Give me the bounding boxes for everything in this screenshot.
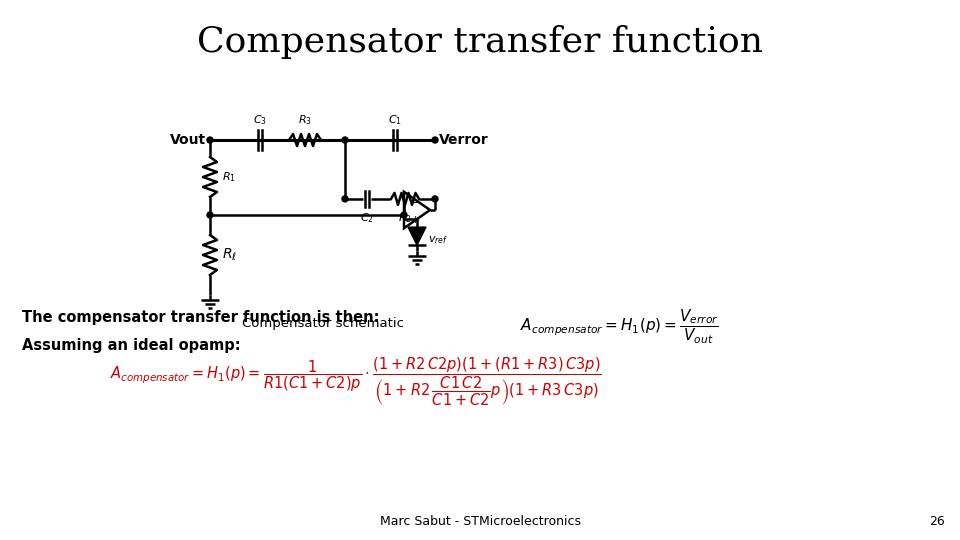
Text: $C_1$: $C_1$ (388, 113, 402, 127)
Text: Assuming an ideal opamp:: Assuming an ideal opamp: (22, 338, 241, 353)
Circle shape (432, 137, 438, 143)
Text: $R_2$: $R_2$ (398, 211, 412, 225)
Text: $R_3$: $R_3$ (298, 113, 312, 127)
Circle shape (207, 137, 213, 143)
Circle shape (207, 212, 213, 218)
Text: $-$: $-$ (410, 196, 420, 206)
Circle shape (432, 196, 438, 202)
Text: $+$: $+$ (410, 214, 420, 225)
Text: $v_{ref}$: $v_{ref}$ (428, 234, 448, 246)
Text: Vout: Vout (170, 133, 206, 147)
Text: 26: 26 (929, 515, 945, 528)
Text: $R_1$: $R_1$ (222, 170, 236, 184)
Text: Compensator schematic: Compensator schematic (242, 317, 403, 330)
Text: $A_{compensator} = H_1(p) = \dfrac{V_{error}}{V_{out}}$: $A_{compensator} = H_1(p) = \dfrac{V_{er… (520, 308, 719, 346)
Circle shape (342, 196, 348, 202)
Text: Verror: Verror (439, 133, 489, 147)
Text: Marc Sabut - STMicroelectronics: Marc Sabut - STMicroelectronics (379, 515, 581, 528)
Text: $C_3$: $C_3$ (253, 113, 267, 127)
Text: $C_2$: $C_2$ (360, 211, 374, 225)
Circle shape (401, 212, 407, 218)
Text: $R_{\ell}$: $R_{\ell}$ (222, 247, 237, 263)
Text: $A_{compensator} = H_1(p) = \dfrac{1}{R1(C1+C2)p}\cdot \dfrac{(1+R2\,C2p)(1+(R1+: $A_{compensator} = H_1(p) = \dfrac{1}{R1… (110, 356, 602, 408)
Text: Compensator transfer function: Compensator transfer function (197, 25, 763, 59)
Polygon shape (408, 227, 426, 245)
Circle shape (342, 137, 348, 143)
Text: The compensator transfer function is then:: The compensator transfer function is the… (22, 310, 379, 325)
